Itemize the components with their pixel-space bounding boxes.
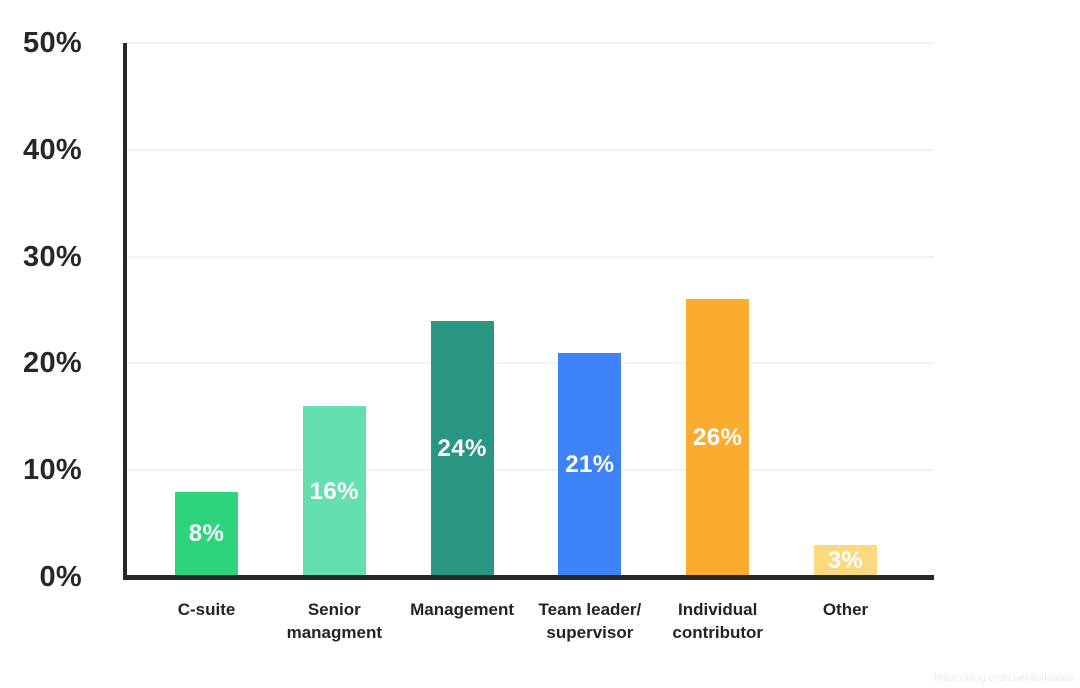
- y-tick-label-20%: 20%: [23, 347, 82, 380]
- x-axis-label-team-leader-supervisor: Team leader/ supervisor: [538, 600, 642, 642]
- x-axis-label-senior-managment: Senior managment: [286, 600, 382, 642]
- y-tick-label-10%: 10%: [23, 454, 82, 487]
- gridline-40%: [125, 148, 934, 151]
- bar-value-label-management: 24%: [437, 434, 487, 462]
- y-tick-label-0%: 0%: [39, 561, 82, 593]
- y-axis-line: [123, 43, 127, 580]
- bar-value-label-senior-managment: 16%: [309, 477, 359, 505]
- y-tick-label-40%: 40%: [23, 133, 82, 166]
- x-axis-line: [123, 575, 934, 580]
- bar-value-label-team-leader-supervisor: 21%: [565, 450, 615, 478]
- x-axis-label-c-suite: C-suite: [177, 600, 236, 619]
- y-tick-label-50%: 50%: [23, 27, 82, 59]
- gridline-10%: [125, 469, 934, 472]
- gridline-50%: [125, 42, 934, 44]
- x-axis-label-individual-contributor: Individual contributor: [672, 600, 764, 642]
- bar-management: 24%: [430, 320, 494, 577]
- bar-value-label-other: 3%: [827, 546, 864, 574]
- y-tick-label-30%: 30%: [23, 240, 82, 273]
- bar-team-leader-supervisor: 21%: [558, 352, 622, 577]
- bar-c-suite: 8%: [175, 491, 238, 577]
- x-axis-label-other: Other: [822, 600, 869, 619]
- bar-value-label-c-suite: 8%: [188, 520, 225, 548]
- bar-individual-contributor: 26%: [686, 299, 750, 577]
- bar-value-label-individual-contributor: 26%: [693, 424, 743, 452]
- gridline-20%: [125, 362, 934, 365]
- watermark: https://blog.csdn.net/liumiaocn: [934, 673, 1075, 684]
- gridline-30%: [125, 255, 934, 258]
- x-axis-label-management: Management: [410, 600, 515, 619]
- bar-senior-managment: 16%: [302, 406, 366, 577]
- bar-other: 3%: [814, 544, 877, 577]
